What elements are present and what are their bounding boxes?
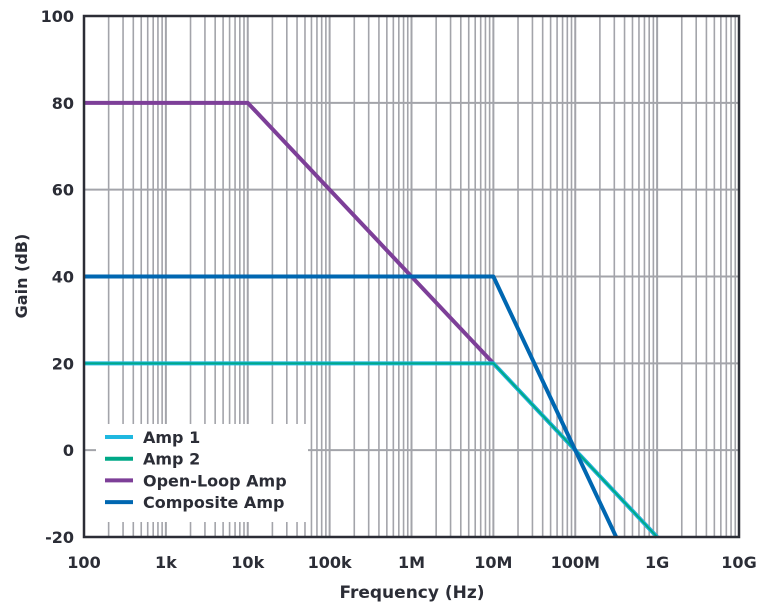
legend-label: Amp 1	[143, 428, 200, 447]
y-tick-label: 80	[52, 94, 74, 113]
plot-frame	[82, 14, 741, 539]
x-tick-label: 10G	[721, 553, 756, 572]
x-tick-label: 100M	[551, 553, 600, 572]
y-tick-label: 20	[52, 354, 74, 373]
x-tick-label: 1k	[155, 553, 177, 572]
x-axis-label: Frequency (Hz)	[339, 583, 484, 603]
y-tick-label: -20	[45, 528, 74, 547]
axes-frame	[82, 14, 741, 539]
series-line-composite-amp	[84, 274, 618, 538]
series-lines	[84, 100, 659, 539]
x-tick-label: 10M	[474, 553, 512, 572]
tick-labels: 100 1k 10k 100k 1M 10M 100M 1G 10G 100 80 60 40 20 0 -2…	[41, 7, 757, 572]
legend-box	[96, 424, 308, 522]
x-tick-label: 1G	[645, 553, 669, 572]
y-tick-label: 0	[63, 441, 74, 460]
y-axis-label: Gain (dB)	[12, 234, 31, 319]
series-line-amp-2	[84, 362, 658, 538]
y-tick-label: 100	[41, 7, 74, 26]
legend-label: Composite Amp	[143, 493, 284, 512]
legend: Amp 1 Amp 2 Open-Loop Amp Composite Amp	[96, 424, 308, 522]
legend-label: Open-Loop Amp	[143, 471, 287, 490]
legend-label: Amp 2	[143, 450, 200, 469]
x-tick-label: 100	[67, 553, 100, 572]
x-tick-label: 100k	[308, 553, 352, 572]
x-tick-label: 10k	[231, 553, 264, 572]
y-tick-label: 60	[52, 181, 74, 200]
y-tick-label: 40	[52, 268, 74, 287]
x-tick-label: 1M	[398, 553, 425, 572]
